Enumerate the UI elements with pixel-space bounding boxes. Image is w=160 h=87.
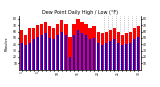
Bar — [57, 35, 59, 70]
Bar — [100, 33, 104, 70]
Bar — [93, 38, 95, 70]
Bar — [20, 30, 23, 70]
Bar — [25, 46, 27, 70]
Bar — [109, 30, 112, 70]
Bar — [101, 46, 103, 70]
Bar — [68, 37, 72, 70]
Bar — [80, 22, 84, 70]
Bar — [113, 39, 115, 70]
Bar — [45, 33, 47, 70]
Bar — [129, 43, 131, 70]
Bar — [105, 43, 107, 70]
Bar — [32, 28, 35, 70]
Bar — [109, 41, 111, 70]
Bar — [61, 31, 63, 70]
Bar — [92, 26, 96, 70]
Bar — [37, 37, 39, 70]
Bar — [72, 24, 76, 70]
Bar — [56, 24, 60, 70]
Bar — [21, 43, 23, 70]
Bar — [137, 37, 139, 70]
Bar — [76, 19, 80, 70]
Bar — [88, 28, 92, 70]
Bar — [60, 20, 64, 70]
Bar — [48, 26, 51, 70]
Bar — [125, 33, 128, 70]
Bar — [96, 31, 100, 70]
Bar — [64, 24, 68, 70]
Bar — [113, 28, 116, 70]
Bar — [65, 35, 67, 70]
Text: Milwaukee: Milwaukee — [4, 36, 8, 51]
Bar — [81, 33, 83, 70]
Bar — [24, 35, 27, 70]
Bar — [77, 30, 79, 70]
Bar — [129, 31, 132, 70]
Bar — [121, 35, 124, 70]
Bar — [73, 35, 75, 70]
Bar — [53, 39, 55, 70]
Bar — [133, 39, 135, 70]
Bar — [133, 28, 136, 70]
Bar — [36, 25, 39, 70]
Bar — [44, 22, 47, 70]
Bar — [117, 43, 119, 70]
Bar — [121, 46, 123, 70]
Bar — [40, 24, 43, 70]
Bar — [29, 43, 31, 70]
Bar — [33, 39, 35, 70]
Bar — [49, 38, 51, 70]
Bar — [52, 28, 55, 70]
Title: Dew Point Daily High / Low (°F): Dew Point Daily High / Low (°F) — [42, 10, 118, 15]
Bar — [97, 43, 99, 70]
Bar — [125, 44, 127, 70]
Bar — [41, 35, 43, 70]
Bar — [28, 28, 31, 70]
Bar — [105, 31, 108, 70]
Bar — [84, 24, 88, 70]
Bar — [117, 31, 120, 70]
Bar — [85, 35, 87, 70]
Bar — [69, 57, 71, 70]
Bar — [89, 39, 91, 70]
Bar — [137, 26, 140, 70]
